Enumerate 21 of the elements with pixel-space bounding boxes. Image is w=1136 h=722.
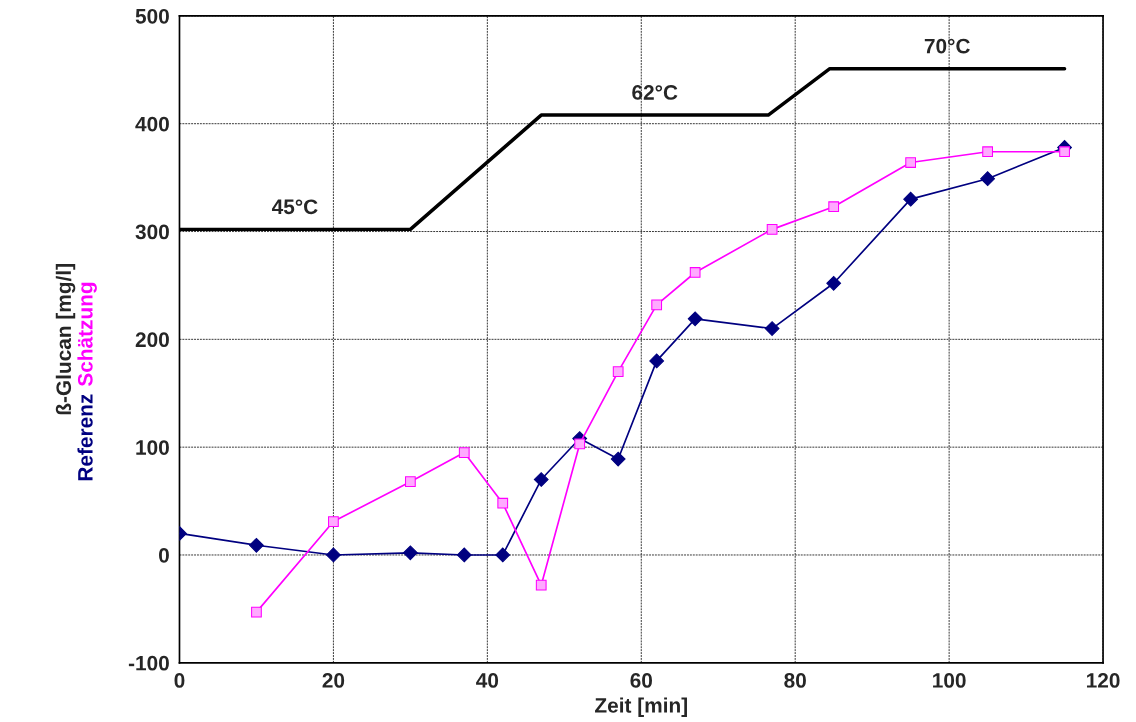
annotation: 62°C xyxy=(632,85,678,100)
x-tick-label: 60 xyxy=(630,673,653,688)
y-tick-label: 400 xyxy=(135,116,169,132)
y-tick-label: 0 xyxy=(159,547,169,563)
y-tick-label: 200 xyxy=(135,332,169,348)
x-axis-title: Zeit [min] xyxy=(595,697,687,717)
text: Referenz xyxy=(77,394,93,481)
y-axis-title: ß-Glucan [mg/l] xyxy=(55,264,76,415)
y-tick-label: 100 xyxy=(136,440,169,455)
x-tick-label: 80 xyxy=(784,673,806,688)
text: Schätzung xyxy=(77,282,97,387)
y-tick-label: -100 xyxy=(128,655,169,671)
annotation: 45°C xyxy=(271,199,318,215)
x-tick-label: 0 xyxy=(174,673,185,688)
y-tick-label: 300 xyxy=(135,224,169,240)
x-tick-label: 20 xyxy=(322,673,345,688)
x-tick-label: 120 xyxy=(1086,673,1120,688)
annotation: 70°C xyxy=(924,38,970,54)
x-tick-label: 40 xyxy=(476,673,499,688)
x-tick-label: 100 xyxy=(933,673,966,688)
y-tick-label: 500 xyxy=(135,8,169,24)
